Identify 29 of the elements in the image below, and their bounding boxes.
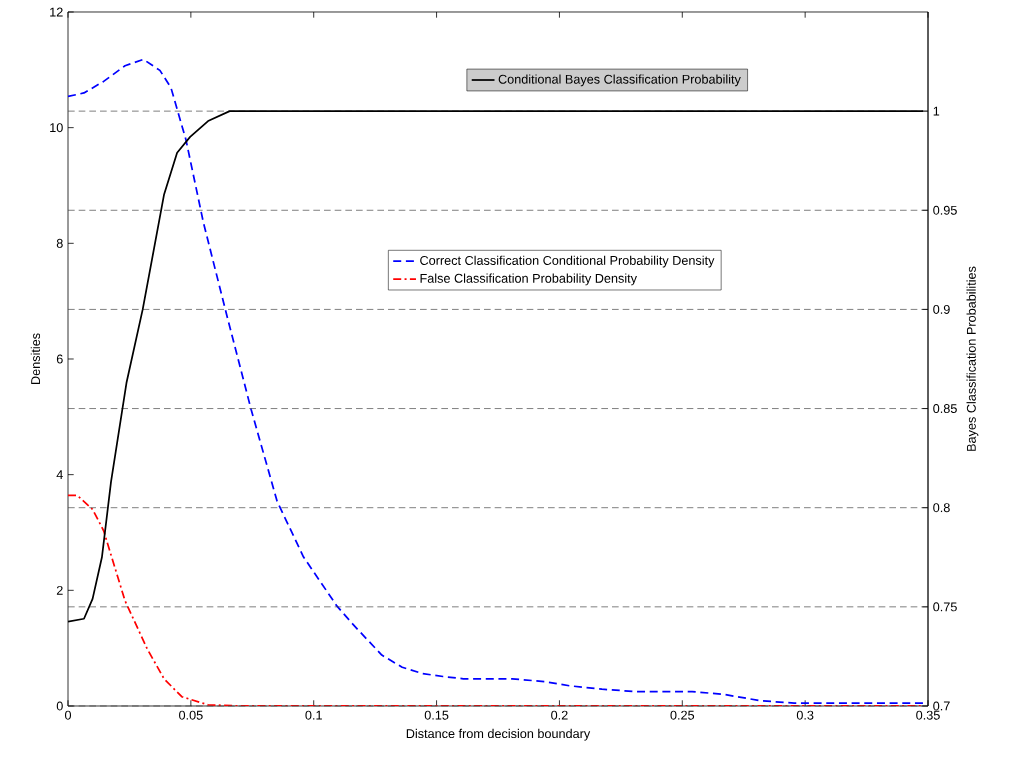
y2-tick-label: 0.9 [933, 304, 950, 314]
y-tick-label: 12 [50, 7, 63, 17]
y-tick-label: 10 [50, 123, 63, 133]
x-tick-label: 0.15 [424, 710, 449, 720]
y2-tick-label: 0.8 [933, 503, 950, 513]
y-tick-label: 2 [56, 585, 63, 595]
x-axis-title: Distance from decision boundary [406, 728, 591, 741]
x-tick-label: 0.05 [179, 710, 203, 720]
legend-label: Conditional Bayes Classification Probability [498, 74, 741, 87]
y-axis-title: Densities [30, 333, 41, 384]
y2-tick-label: 0.7 [933, 701, 950, 711]
x-tick-label: 0.1 [305, 710, 322, 720]
y2-axis-title: Bayes Classification Probabilities [966, 266, 979, 451]
x-tick-label: 0.25 [670, 710, 695, 720]
y2-tick-label: 0.85 [933, 404, 957, 414]
x-tick-label: 0.2 [551, 710, 568, 720]
y2-tick-label: 1 [933, 106, 940, 116]
y-tick-label: 0 [56, 701, 63, 711]
x-tick-label: 0 [64, 710, 72, 720]
legend-label: Correct Classification Conditional Probability Density [420, 255, 715, 268]
x-tick-label: 0.35 [916, 710, 940, 720]
x-tick-label: 0.3 [796, 710, 814, 720]
y2-tick-label: 0.75 [933, 602, 957, 612]
y-tick-label: 6 [56, 354, 63, 364]
legend-label: False Classification Probability Density [420, 273, 637, 286]
y-tick-label: 4 [56, 470, 63, 480]
line-series [68, 494, 924, 706]
y-tick-label: 8 [56, 238, 63, 248]
y2-tick-label: 0.95 [933, 205, 957, 215]
